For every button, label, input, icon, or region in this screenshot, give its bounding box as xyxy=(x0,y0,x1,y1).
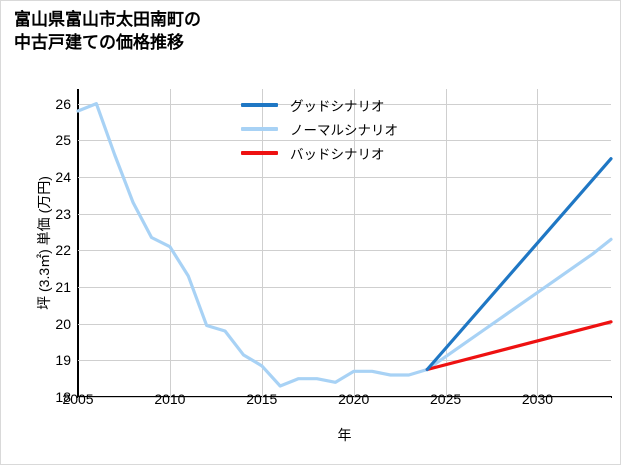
y-tick-label: 23 xyxy=(55,205,71,222)
x-tick-label: 2025 xyxy=(430,391,462,407)
gridline-vertical xyxy=(169,89,171,397)
x-tick-label: 2015 xyxy=(246,391,278,407)
series-line xyxy=(425,157,613,372)
gridline-horizontal xyxy=(78,323,611,325)
gridline-horizontal xyxy=(78,287,611,288)
series-line xyxy=(76,102,613,388)
legend-item[interactable]: グッドシナリオ xyxy=(241,93,471,117)
gridline-horizontal xyxy=(78,103,611,105)
x-tick-label: 2005 xyxy=(62,391,94,407)
legend-swatch-icon xyxy=(241,127,278,131)
gridline-horizontal xyxy=(78,177,611,178)
gridline-horizontal xyxy=(78,360,611,362)
series-line xyxy=(425,320,613,372)
legend-swatch-icon xyxy=(241,151,278,155)
gridline-vertical xyxy=(353,89,355,397)
x-axis-label: 年 xyxy=(337,427,352,443)
legend-swatch-icon xyxy=(241,103,278,107)
legend-item[interactable]: バッドシナリオ xyxy=(241,141,471,165)
legend-label: バッドシナリオ xyxy=(290,147,385,162)
x-tick-label: 2030 xyxy=(521,391,554,407)
y-tick-label: 26 xyxy=(55,95,71,112)
plot-area: 18 19 20 21 22 23 24 25 26 2005 2010 2015 2020 2025 2… xyxy=(55,89,613,407)
y-tick-label: 22 xyxy=(55,242,71,259)
y-tick-label: 25 xyxy=(55,132,71,149)
gridline-vertical xyxy=(261,89,263,397)
y-axis-line xyxy=(77,89,79,398)
x-tick-label: 2010 xyxy=(154,391,186,407)
chart-legend: グッドシナリオ ノーマルシナリオ バッドシナリオ xyxy=(241,93,471,165)
gridline-vertical xyxy=(445,89,447,397)
legend-label: ノーマルシナリオ xyxy=(290,123,398,138)
gridline-horizontal xyxy=(78,140,611,142)
y-tick-label: 24 xyxy=(55,169,71,185)
gridline-horizontal xyxy=(78,397,611,398)
x-tick-label: 2020 xyxy=(338,391,370,407)
y-tick-label: 18 xyxy=(55,389,71,405)
y-tick-label: 19 xyxy=(55,352,71,369)
legend-label: グッドシナリオ xyxy=(290,99,385,114)
y-tick-label: 20 xyxy=(55,315,71,332)
legend-item[interactable]: ノーマルシナリオ xyxy=(241,117,471,141)
gridline-horizontal xyxy=(78,213,611,215)
gridline-horizontal xyxy=(78,250,611,252)
page-title: 富山県富山市太田南町の 中古戸建ての価格推移 xyxy=(14,10,201,52)
series-lines xyxy=(76,102,613,388)
y-tick-label: 21 xyxy=(55,279,71,295)
